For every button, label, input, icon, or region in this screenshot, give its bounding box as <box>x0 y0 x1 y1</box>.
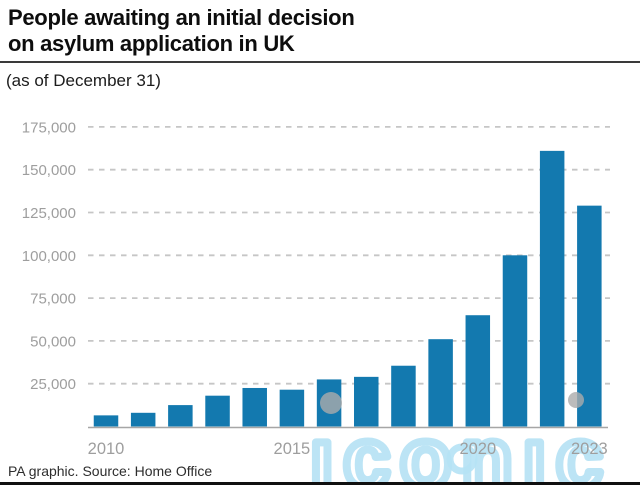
bar-2020 <box>465 315 491 427</box>
bar-2011 <box>130 412 156 427</box>
gridlines-group <box>88 126 610 385</box>
y-axis-labels-group: 25,000 50,000 75,000 100,000 125,000 150,000 1… <box>22 119 76 393</box>
iconic-watermark: ıconıc <box>306 392 607 482</box>
bar-2015 <box>279 389 305 427</box>
y-tick-label: 100,000 <box>22 248 76 265</box>
bar-2010 <box>93 415 119 427</box>
x-axis-labels-group: 2010 2015 2020 2023 <box>88 440 608 458</box>
bar-2018 <box>391 365 416 427</box>
source-attribution: PA graphic. Source: Home Office <box>8 463 213 479</box>
x-tick-label: 2020 <box>459 440 496 458</box>
chart-subtitle: (as of December 31) <box>6 71 161 90</box>
bar-2022 <box>539 150 565 427</box>
y-tick-label: 75,000 <box>30 291 76 308</box>
x-tick-label: 2010 <box>88 440 125 458</box>
x-tick-label: 2015 <box>274 440 311 458</box>
bar-2019 <box>428 339 453 427</box>
bottom-rule <box>0 482 640 485</box>
title-line-1: People awaiting an initial decision <box>8 5 355 30</box>
below-rule-gap <box>0 485 640 489</box>
y-tick-label: 175,000 <box>22 119 76 136</box>
bar-2014 <box>242 387 267 427</box>
bar-2017 <box>354 376 379 427</box>
bar-2013 <box>205 395 230 427</box>
x-tick-label: 2023 <box>571 440 608 458</box>
y-tick-label: 125,000 <box>22 205 76 222</box>
bars-group <box>93 150 602 427</box>
watermark-i-dot <box>320 392 342 414</box>
watermark-droplet <box>446 443 478 475</box>
watermark-i-dot <box>568 392 584 408</box>
title-divider-rule <box>0 61 640 63</box>
page-title: People awaiting an initial decision on a… <box>8 5 355 57</box>
bar-2023 <box>577 205 602 427</box>
title-line-2: on asylum application in UK <box>8 31 295 56</box>
bar-2021 <box>502 255 528 427</box>
y-tick-label: 25,000 <box>30 376 76 393</box>
y-tick-label: 50,000 <box>30 333 76 350</box>
bar-2012 <box>168 405 193 427</box>
y-tick-label: 150,000 <box>22 162 76 179</box>
